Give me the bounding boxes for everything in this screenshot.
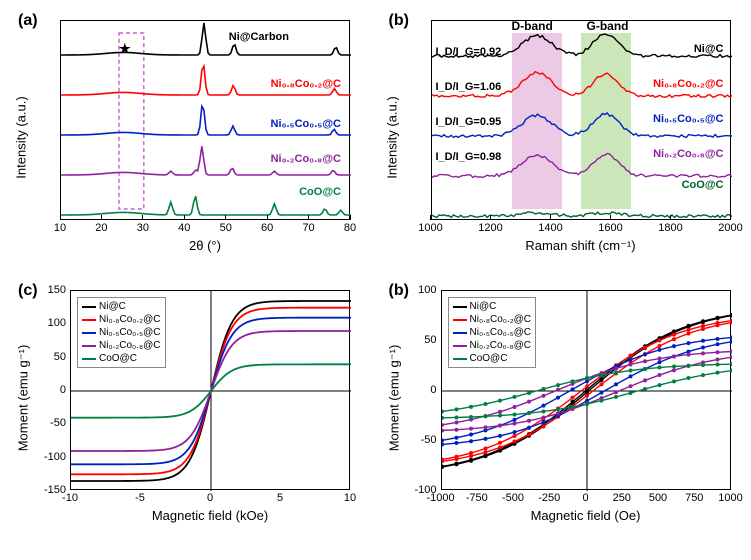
panel-d-label: (b) — [389, 282, 409, 300]
panel-a: (a) Intensity (a.u.) Ni@Carbon Ni₀.₈Co₀.… — [10, 10, 371, 270]
g-band-label: G-band — [587, 19, 629, 33]
panel-a-plot: Ni@Carbon Ni₀.₈Co₀.₂@C Ni₀.₅Co₀.₅@C Ni₀.… — [60, 20, 350, 220]
ratio-3: I_D/I_G=0.98 — [436, 151, 502, 163]
ratio-1: I_D/I_G=1.06 — [436, 81, 502, 93]
panel-d-xlabel: Magnetic field (Oe) — [441, 508, 731, 523]
panel-c-label: (c) — [18, 282, 38, 300]
ratio-0: I_D/I_G=0.92 — [436, 46, 502, 58]
label-b-2: Ni₀.₅Co₀.₅@C — [653, 113, 723, 125]
panel-b: (b) Intensity (a.u.) D-band G-band I_D/I… — [381, 10, 742, 270]
panel-b-ylabel: Intensity (a.u.) — [384, 96, 399, 178]
panel-d-plot: Ni@C Ni₀.₈Co₀.₂@C Ni₀.₅Co₀.₅@C Ni₀.₂Co₀.… — [441, 290, 731, 490]
panel-d-ylabel: Moment (emu g⁻¹) — [386, 345, 402, 452]
legend-c: Ni@C Ni₀.₈Co₀.₂@C Ni₀.₅Co₀.₅@C Ni₀.₂Co₀.… — [77, 297, 166, 368]
label-a-2: Ni₀.₅Co₀.₅@C — [271, 118, 341, 130]
panel-c-plot: Ni@C Ni₀.₈Co₀.₂@C Ni₀.₅Co₀.₅@C Ni₀.₂Co₀.… — [70, 290, 350, 490]
d-band-label: D-band — [512, 19, 553, 33]
star-marker: ★ — [119, 41, 131, 57]
panel-b-xlabel: Raman shift (cm⁻¹) — [431, 238, 731, 254]
panel-a-ylabel: Intensity (a.u.) — [14, 96, 29, 178]
panel-d: (b) Moment (emu g⁻¹) Ni@C Ni₀.₈Co₀.₂@C N… — [381, 280, 742, 550]
panel-a-label: (a) — [18, 12, 38, 30]
label-a-0: Ni@Carbon — [229, 31, 289, 43]
label-b-1: Ni₀.₈Co₀.₂@C — [653, 78, 723, 90]
legend-d: Ni@C Ni₀.₈Co₀.₂@C Ni₀.₅Co₀.₅@C Ni₀.₂Co₀.… — [448, 297, 537, 368]
label-b-0: Ni@C — [694, 43, 724, 55]
label-b-3: Ni₀.₂Co₀.₈@C — [653, 148, 723, 160]
label-b-4: CoO@C — [682, 179, 724, 191]
panel-c-ylabel: Moment (emu g⁻¹) — [15, 345, 31, 452]
panel-c: (c) Moment (emu g⁻¹) Ni@C Ni₀.₈Co₀.₂@C N… — [10, 280, 371, 550]
figure-grid: (a) Intensity (a.u.) Ni@Carbon Ni₀.₈Co₀.… — [10, 10, 741, 550]
label-a-3: Ni₀.₂Co₀.₈@C — [271, 153, 341, 165]
panel-b-label: (b) — [389, 12, 409, 30]
label-a-4: CoO@C — [299, 186, 341, 198]
panel-c-xlabel: Magnetic field (kOe) — [70, 508, 350, 523]
panel-b-plot: D-band G-band I_D/I_G=0.92 I_D/I_G=1.06 … — [431, 20, 731, 220]
label-a-1: Ni₀.₈Co₀.₂@C — [271, 78, 341, 90]
panel-a-xlabel: 2θ (°) — [60, 238, 350, 253]
ratio-2: I_D/I_G=0.95 — [436, 116, 502, 128]
